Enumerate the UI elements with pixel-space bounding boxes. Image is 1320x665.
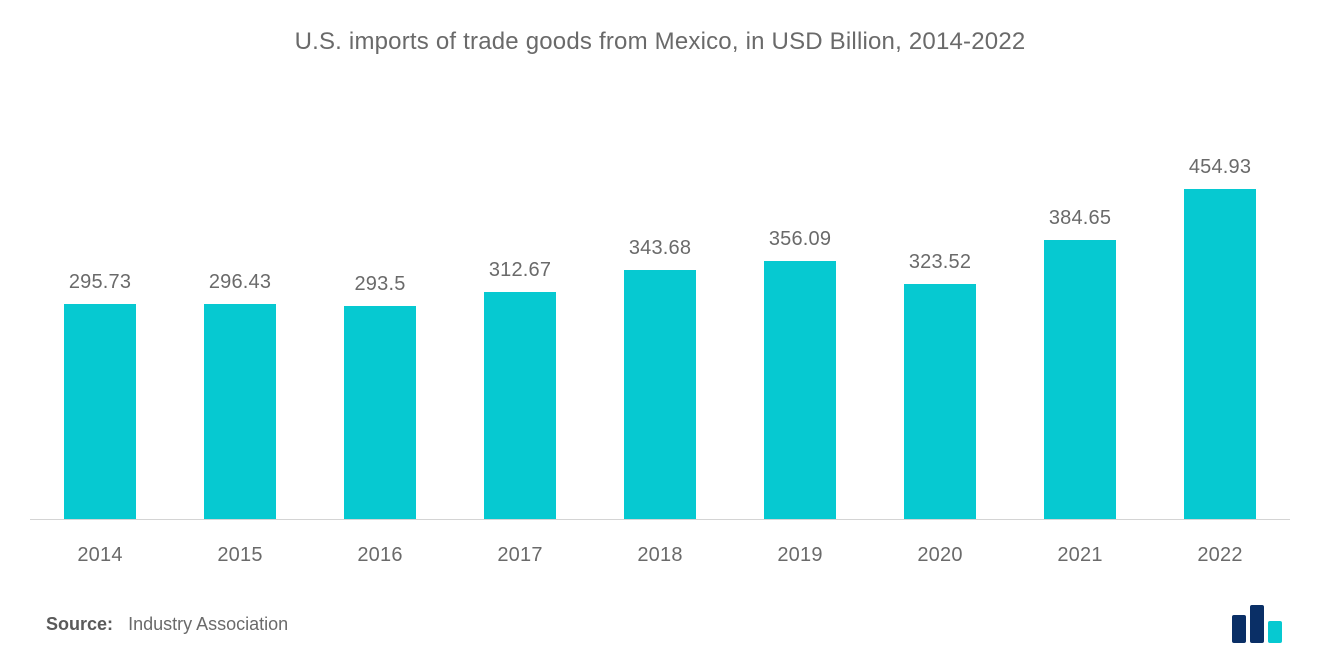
bar-value-label: 356.09 [769, 228, 831, 251]
source-line: Source: Industry Association [46, 614, 288, 635]
bar-value-label: 343.68 [629, 237, 691, 260]
logo-bar-2 [1250, 605, 1264, 643]
bar-group: 295.73 [30, 100, 170, 519]
x-axis-label: 2020 [870, 544, 1010, 567]
bar-group: 343.68 [590, 100, 730, 519]
logo-bar-1 [1232, 615, 1246, 643]
chart-title: U.S. imports of trade goods from Mexico,… [0, 28, 1320, 56]
x-axis-label: 2021 [1010, 544, 1150, 567]
chart-container: U.S. imports of trade goods from Mexico,… [0, 0, 1320, 665]
bar-value-label: 454.93 [1189, 156, 1251, 179]
x-axis-label: 2019 [730, 544, 870, 567]
bar [1184, 189, 1256, 519]
bar [1044, 240, 1116, 519]
bar-group: 296.43 [170, 100, 310, 519]
bar-value-label: 293.5 [354, 273, 405, 296]
bar [484, 292, 556, 519]
bar-value-label: 296.43 [209, 271, 271, 294]
source-value: Industry Association [128, 614, 288, 634]
brand-logo-icon [1232, 605, 1286, 643]
x-axis-label: 2022 [1150, 544, 1290, 567]
bars-row: 295.73 296.43 293.5 312.67 343.68 356.09 323.5… [30, 100, 1290, 520]
bar-group: 454.93 [1150, 100, 1290, 519]
bar-group: 312.67 [450, 100, 590, 519]
bar [64, 304, 136, 519]
x-axis-label: 2018 [590, 544, 730, 567]
bar-value-label: 323.52 [909, 251, 971, 274]
bar-group: 293.5 [310, 100, 450, 519]
chart-footer: Source: Industry Association [0, 605, 1320, 665]
bar [624, 270, 696, 519]
bar [344, 306, 416, 519]
chart-plot-area: 295.73 296.43 293.5 312.67 343.68 356.09 323.5… [30, 96, 1290, 520]
x-axis-label: 2015 [170, 544, 310, 567]
source-label: Source: [46, 614, 113, 634]
bar-value-label: 384.65 [1049, 207, 1111, 230]
bar [904, 284, 976, 519]
x-axis-label: 2016 [310, 544, 450, 567]
x-axis-label: 2017 [450, 544, 590, 567]
bar-group: 356.09 [730, 100, 870, 519]
bar-value-label: 295.73 [69, 271, 131, 294]
bar-value-label: 312.67 [489, 259, 551, 282]
source-text [118, 614, 128, 634]
logo-bar-3 [1268, 621, 1282, 643]
x-axis-labels: 201420152016201720182019202020212022 [30, 544, 1290, 567]
bar [204, 304, 276, 519]
x-axis-label: 2014 [30, 544, 170, 567]
bar [764, 261, 836, 519]
bar-group: 323.52 [870, 100, 1010, 519]
bar-group: 384.65 [1010, 100, 1150, 519]
